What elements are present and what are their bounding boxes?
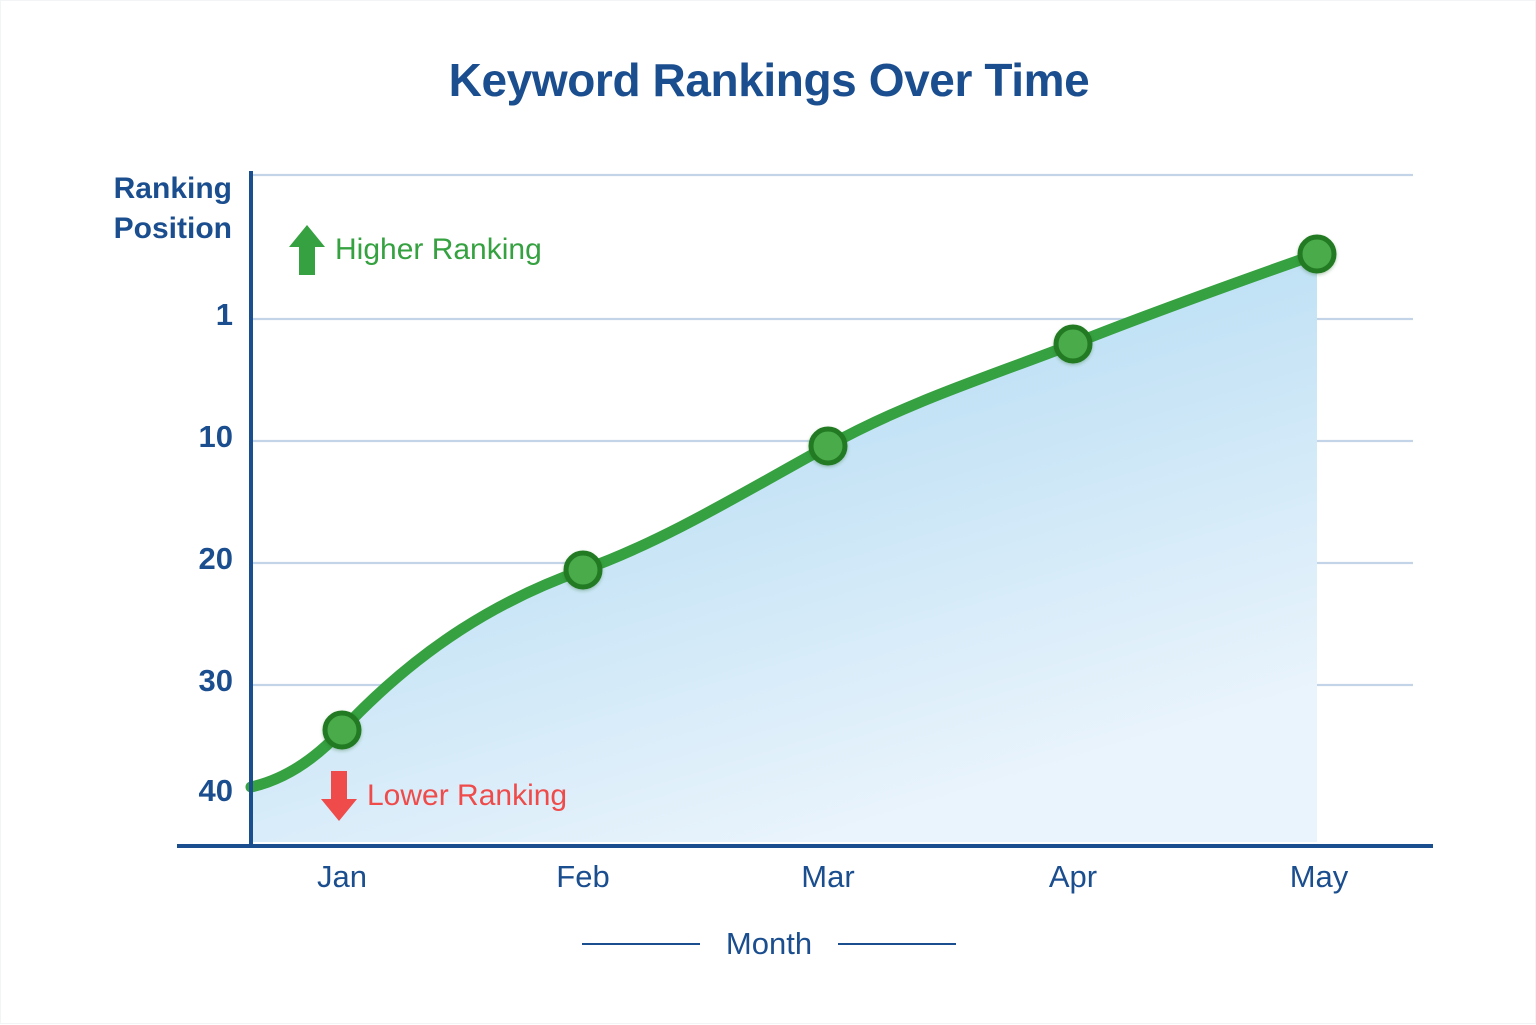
data-point-feb[interactable] — [563, 550, 603, 590]
x-axis-title-group: Month — [1, 926, 1536, 962]
data-points — [322, 234, 1337, 750]
legend-lower-ranking-label: Lower Ranking — [367, 779, 568, 812]
x-axis-title: Month — [725, 926, 813, 961]
x-tick-label-jan: Jan — [317, 859, 367, 894]
x-axis-title-rule-left — [581, 943, 700, 945]
legend-higher-ranking: Higher Ranking — [287, 223, 542, 277]
x-tick-label-feb: Feb — [556, 859, 610, 894]
area-fill — [251, 254, 1317, 842]
x-tick-label-mar: Mar — [801, 859, 855, 894]
y-tick-label-1: 1 — [215, 297, 233, 332]
x-tick-label-may: May — [1289, 859, 1349, 894]
y-tick-label-20: 20 — [198, 541, 233, 576]
y-axis-title: Ranking Position — [113, 172, 232, 245]
data-point-jan[interactable] — [322, 710, 362, 750]
y-tick-label-40: 40 — [198, 773, 233, 808]
data-point-apr[interactable] — [1053, 324, 1093, 364]
data-point-may[interactable] — [1297, 234, 1337, 274]
y-tick-label-10: 10 — [198, 419, 233, 454]
arrow-down-icon — [319, 769, 359, 823]
x-axis-title-rule-right — [838, 943, 957, 945]
legend-lower-ranking: Lower Ranking — [319, 769, 567, 823]
legend-higher-ranking-label: Higher Ranking — [335, 233, 542, 266]
x-tick-label-apr: Apr — [1048, 859, 1098, 894]
data-point-mar[interactable] — [808, 426, 848, 466]
arrow-up-icon — [287, 223, 327, 277]
y-tick-label-30: 30 — [198, 663, 233, 698]
page-title: Keyword Rankings Over Time — [448, 54, 1090, 106]
